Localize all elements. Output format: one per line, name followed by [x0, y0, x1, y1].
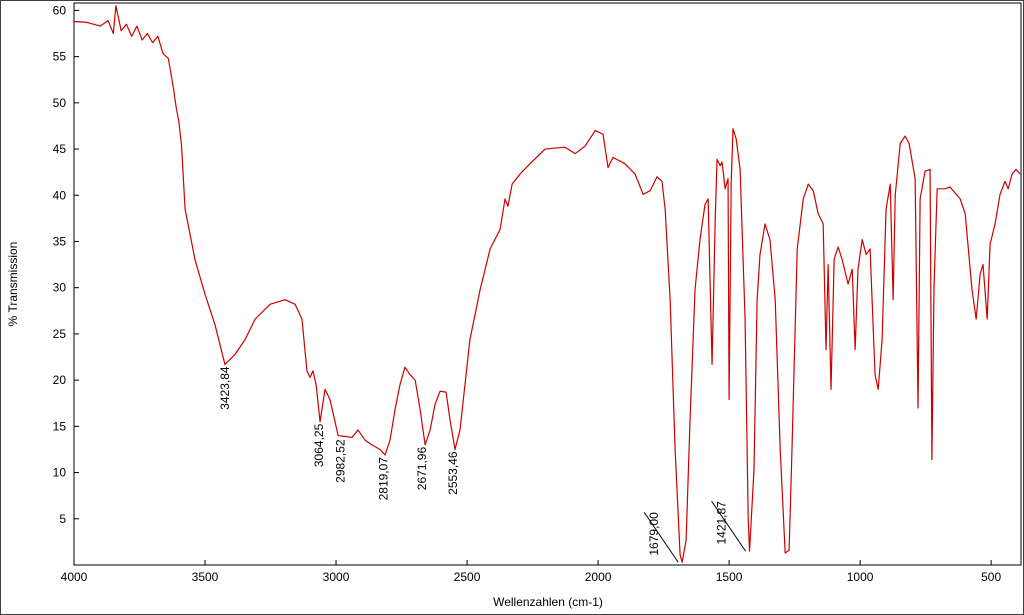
x-tick-label: 1500 [716, 570, 743, 584]
x-tick-label: 2000 [585, 570, 612, 584]
peak-label: 2553,46 [446, 451, 460, 495]
peak-label: 3423,84 [218, 366, 232, 410]
x-axis-label: Wellenzahlen (cm-1) [493, 595, 603, 609]
y-tick-label: 60 [53, 3, 67, 17]
x-tick-label: 500 [981, 570, 1001, 584]
peak-label: 3064,25 [312, 423, 326, 467]
y-axis-label: % Transmission [6, 242, 20, 327]
y-tick-label: 45 [53, 142, 67, 156]
y-tick-label: 5 [59, 512, 66, 526]
x-tick-label: 2500 [454, 570, 481, 584]
x-tick-label: 4000 [61, 570, 88, 584]
x-tick-label: 1000 [847, 570, 874, 584]
peak-label: 1679,00 [647, 512, 661, 556]
x-tick-label: 3500 [192, 570, 219, 584]
y-tick-label: 50 [53, 96, 67, 110]
y-tick-label: 10 [53, 466, 67, 480]
y-tick-label: 55 [53, 50, 67, 64]
y-tick-label: 15 [53, 419, 67, 433]
peak-label: 2982,52 [334, 439, 348, 483]
leader-line [711, 500, 746, 552]
x-tick-label: 3000 [323, 570, 350, 584]
peak-label: 2671,96 [415, 447, 429, 491]
y-tick-label: 30 [53, 281, 67, 295]
plot-area [73, 2, 1022, 566]
y-tick-label: 20 [53, 373, 67, 387]
spectrum-line [73, 5, 1021, 563]
peak-label: 1421,87 [715, 501, 729, 545]
peak-label: 2819,07 [376, 457, 390, 501]
leader-line [643, 511, 679, 563]
y-tick-label: 35 [53, 234, 67, 248]
y-tick-label: 25 [53, 327, 67, 341]
y-tick-label: 40 [53, 188, 67, 202]
